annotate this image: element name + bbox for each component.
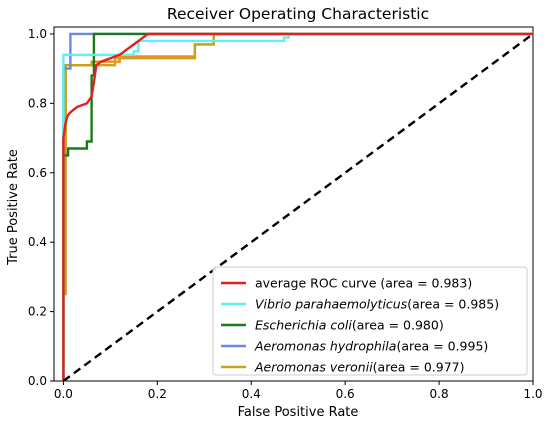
legend-entry: Vibrio parahaemolyticus(area = 0.985): [255, 297, 499, 312]
roc-line-vibrio-parahaemolyticus: [62, 32, 533, 381]
legend-series-area: (area = 0.977): [373, 360, 465, 375]
y-tick-label: 0.4: [28, 235, 47, 249]
roc-line-aeromonas-veronii: [62, 32, 533, 381]
axes-frame: [53, 26, 534, 382]
legend-series-area: (area = 0.983): [376, 276, 472, 291]
legend-series-area: (area = 0.980): [352, 318, 444, 333]
x-tick-label: 0.8: [430, 387, 449, 401]
y-tick-label: 1.0: [28, 27, 47, 41]
roc-curves: [62, 32, 533, 381]
x-tick-label: 0.4: [242, 387, 261, 401]
roc-line-escherichia-coli: [62, 32, 533, 381]
y-tick-label: 0.8: [28, 96, 47, 110]
x-tick-label: 0.0: [54, 387, 73, 401]
roc-line-average-roc-curve: [62, 32, 533, 381]
legend-entry: Escherichia coli(area = 0.980): [255, 318, 444, 333]
legend-entry: average ROC curve (area = 0.983): [255, 276, 472, 291]
legend-box: [212, 266, 528, 376]
y-tick-label: 0.6: [28, 166, 47, 180]
y-tick-label: 0.2: [28, 305, 47, 319]
x-tick-label: 0.2: [148, 387, 167, 401]
legend-entry: Aeromonas veronii(area = 0.977): [254, 360, 465, 375]
legend-series-name: Aeromonas hydrophila: [254, 339, 396, 354]
legend: average ROC curve (area = 0.983) Vibrio p…: [212, 266, 528, 376]
y-axis-label: True Positive Rate: [6, 149, 21, 266]
legend-series-name: average ROC curve: [255, 276, 377, 291]
legend-series-area: (area = 0.985): [407, 297, 499, 312]
plot-area: 0.0 0.0 0.2 0.2 0.4 0.4 0.6 0.6 0.8 0.8 1.0 1.0: [28, 26, 543, 401]
x-tick-label: 0.6: [336, 387, 355, 401]
x-tick-label: 1.0: [523, 387, 542, 401]
legend-entry: Aeromonas hydrophila(area = 0.995): [254, 339, 488, 354]
x-axis-label: False Positive Rate: [238, 405, 359, 420]
legend-series-name: Vibrio parahaemolyticus: [255, 297, 408, 312]
legend-series-name: Aeromonas veronii: [254, 360, 373, 375]
chance-diagonal-line: [62, 32, 533, 381]
chart-title: Receiver Operating Characteristic: [167, 5, 429, 23]
legend-series-name: Escherichia coli: [255, 318, 352, 333]
legend-series-area: (area = 0.995): [396, 339, 488, 354]
y-tick-label: 0.0: [28, 374, 47, 388]
